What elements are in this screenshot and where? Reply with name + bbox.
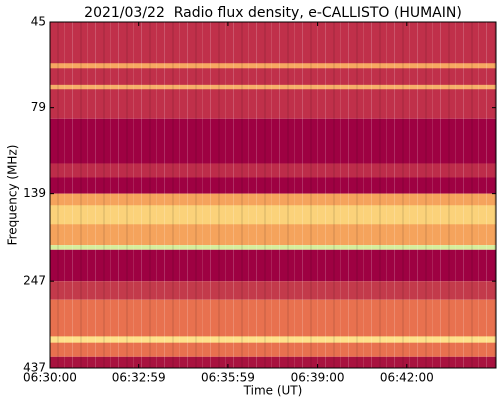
- x-tick-label: 06:32:59: [112, 371, 166, 385]
- frame: [49, 21, 497, 369]
- y-tick-label: 437: [23, 361, 46, 375]
- y-tick-label: 139: [23, 186, 46, 200]
- x-tick-label: 06:42:00: [380, 371, 434, 385]
- y-tick-label: 247: [23, 274, 46, 288]
- x-tick-label: 06:30:00: [23, 371, 77, 385]
- texture: [50, 22, 496, 368]
- chart-title: 2021/03/22 Radio flux density, e-CALLIST…: [84, 5, 462, 21]
- x-tick-label: 06:35:59: [201, 371, 255, 385]
- y-tick-label: 79: [31, 100, 46, 114]
- y-axis-label: Frequency (MHz): [6, 145, 20, 246]
- x-tick-label: 06:39:00: [291, 371, 345, 385]
- y-tick-label: 45: [31, 15, 46, 29]
- x-axis-label: Time (UT): [243, 384, 303, 398]
